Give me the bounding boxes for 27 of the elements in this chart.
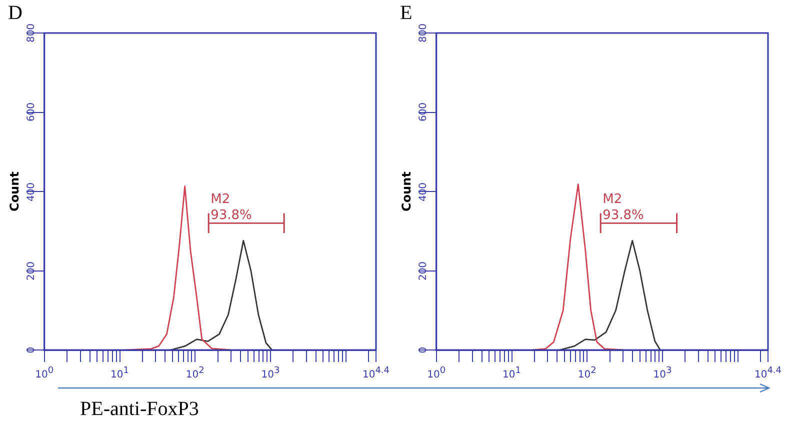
- x-axis-title: PE-anti-FoxP3: [80, 398, 199, 421]
- x-tick-label: 10$^{3}$: [261, 365, 280, 382]
- x-tick-label: 10$^{1}$: [502, 365, 521, 382]
- y-tick-label: 800: [418, 23, 430, 43]
- y-tick-label: 200: [26, 261, 38, 280]
- x-tick-label: 10$^{4.4}$: [362, 365, 390, 382]
- annotation: 93.8%: [602, 208, 644, 224]
- series-label: M2: [210, 192, 230, 208]
- y-tick-label: 800: [26, 23, 38, 43]
- y-tick-label: 400: [26, 182, 38, 202]
- y-axis-title: Count: [7, 171, 22, 212]
- series-label: M2: [602, 192, 622, 208]
- chart-title: D: [8, 2, 22, 25]
- x-tick-label: 10$^{3}$: [653, 365, 672, 382]
- x-tick-label: 10$^{2}$: [578, 365, 596, 382]
- annotation: 93.8%: [210, 208, 252, 224]
- y-tick-label: 400: [418, 182, 430, 202]
- x-tick-label: 10$^{1}$: [110, 365, 129, 382]
- y-tick-label: 600: [418, 102, 430, 122]
- x-tick-label: 10$^{2}$: [186, 365, 204, 382]
- x-tick-label: 10$^{4.4}$: [754, 365, 782, 382]
- y-tick-label: 200: [418, 261, 430, 280]
- x-tick-label: 10$^{0}$: [35, 365, 54, 382]
- x-tick-label: 10$^{0}$: [427, 365, 446, 382]
- chart-title: E: [400, 2, 412, 25]
- y-tick-label: 600: [26, 102, 38, 122]
- y-axis-title: Count: [399, 171, 414, 212]
